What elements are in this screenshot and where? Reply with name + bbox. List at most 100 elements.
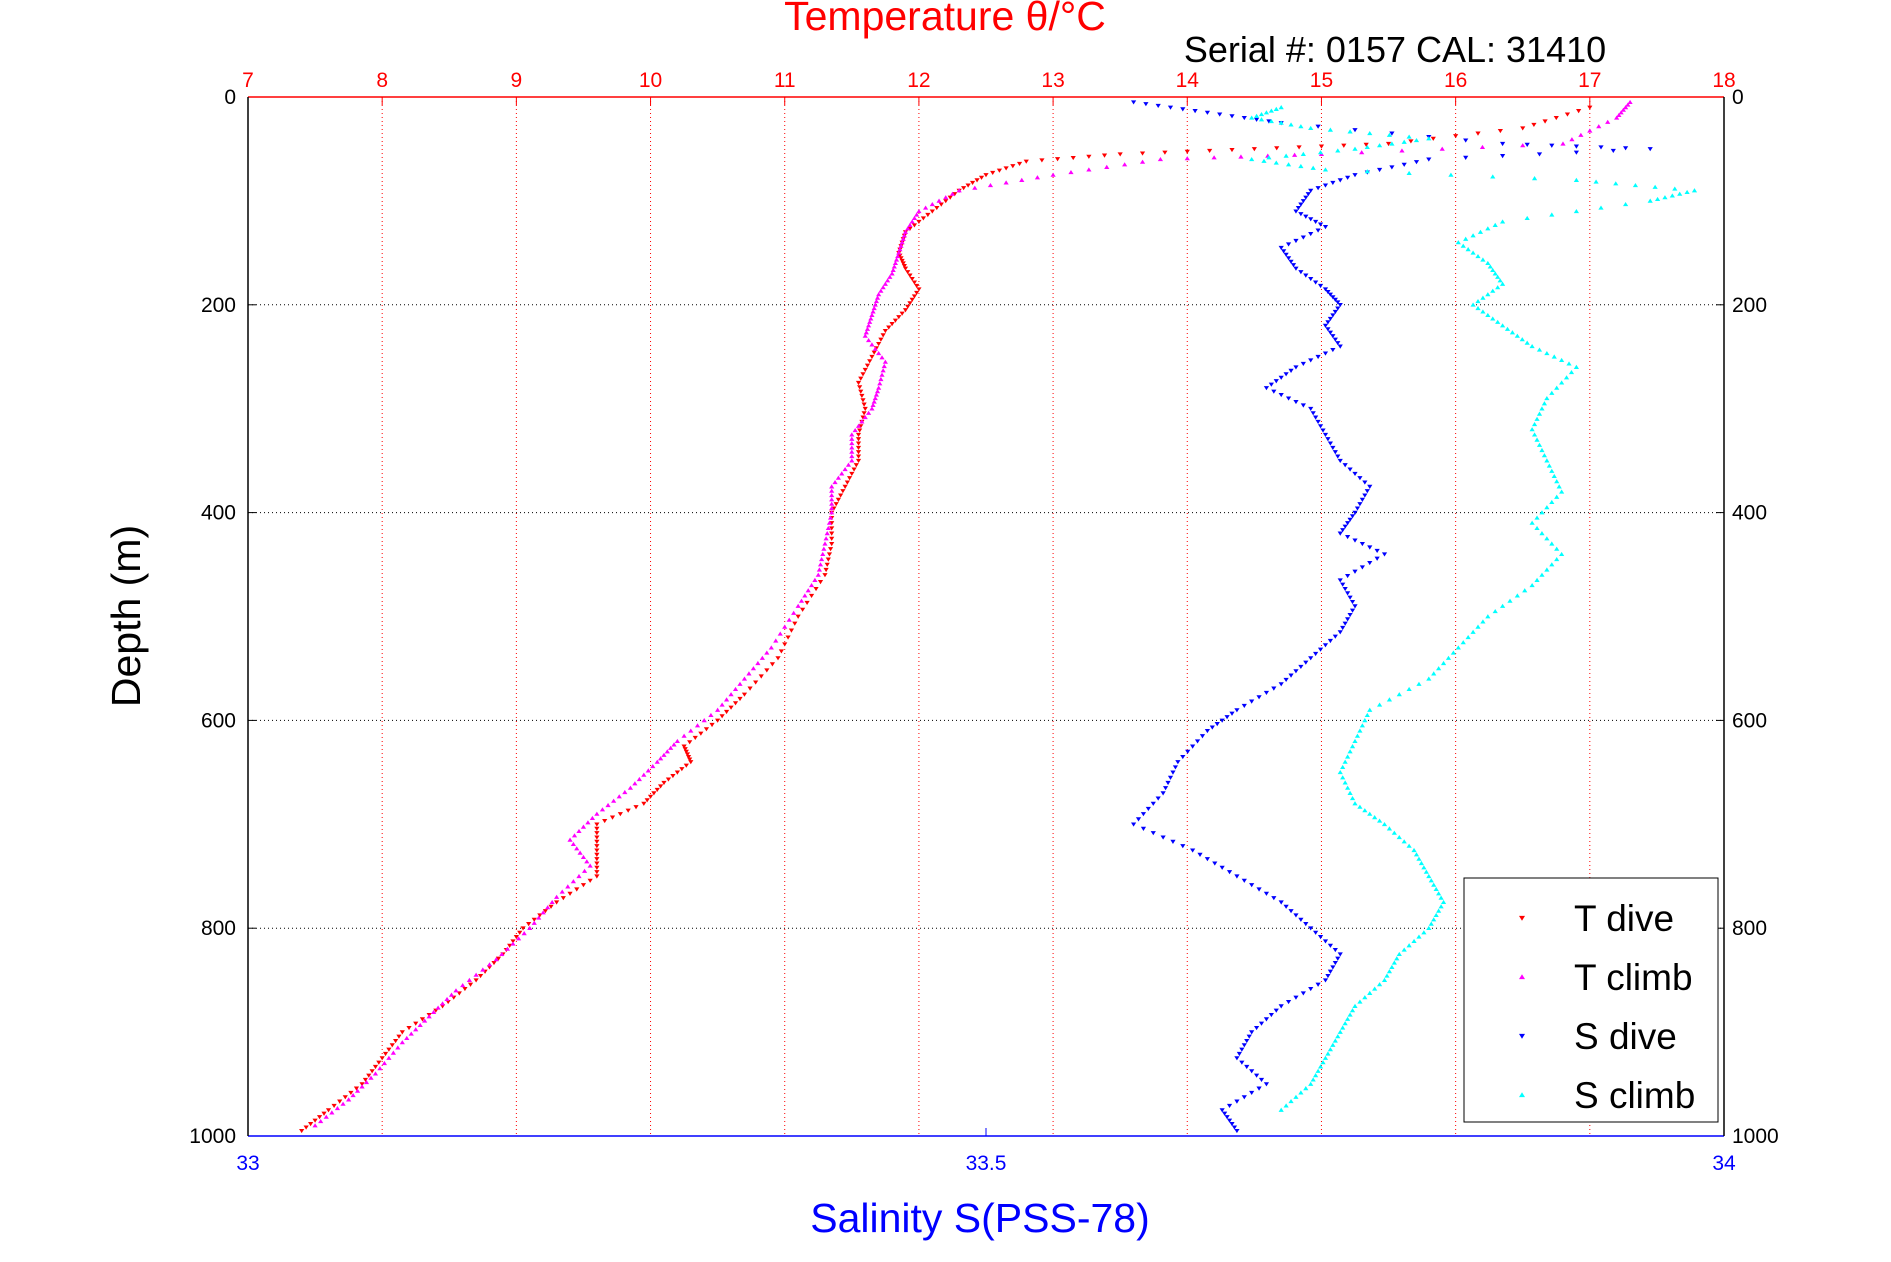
data-point — [1199, 734, 1206, 739]
data-point — [1293, 1094, 1299, 1099]
data-point — [1536, 347, 1543, 352]
data-point — [1367, 811, 1373, 816]
data-point — [1278, 1107, 1284, 1112]
data-point — [1293, 913, 1299, 918]
data-point — [1367, 990, 1373, 995]
data-point — [1396, 951, 1402, 956]
data-point — [1340, 764, 1346, 769]
data-point — [594, 870, 600, 875]
temperature-tick-label: 13 — [1041, 69, 1064, 92]
data-point — [377, 1066, 383, 1071]
data-point — [972, 185, 978, 190]
data-point — [925, 212, 931, 218]
data-point — [741, 676, 748, 681]
data-point — [570, 879, 576, 884]
data-point — [825, 525, 831, 531]
data-point — [567, 837, 573, 842]
data-point — [1317, 283, 1324, 289]
data-point — [878, 288, 884, 293]
data-point — [1285, 396, 1292, 401]
data-point — [1377, 167, 1383, 173]
data-point — [1485, 226, 1491, 231]
data-point — [1492, 608, 1498, 614]
data-point — [1266, 155, 1272, 160]
data-point — [842, 484, 848, 489]
data-point — [1520, 126, 1526, 131]
depth-tick-label-left: 400 — [201, 502, 236, 525]
data-point — [1322, 643, 1329, 648]
data-point — [1337, 344, 1343, 349]
data-point — [654, 759, 660, 764]
data-point — [798, 598, 805, 603]
data-point — [1308, 231, 1314, 237]
data-point — [1487, 264, 1493, 269]
data-point — [1278, 120, 1284, 125]
data-point — [1352, 146, 1358, 151]
data-point — [353, 1086, 360, 1091]
data-point — [1485, 312, 1491, 318]
data-point — [1194, 739, 1201, 744]
data-point — [521, 931, 527, 936]
data-point — [1345, 754, 1351, 759]
data-point — [902, 308, 909, 313]
legend-item: S climb — [1519, 1075, 1695, 1116]
data-point — [920, 216, 926, 221]
data-point — [1573, 208, 1579, 214]
data-point — [791, 610, 797, 615]
data-point — [1258, 111, 1265, 117]
data-point — [641, 772, 647, 777]
data-point — [880, 285, 886, 290]
data-point — [393, 1038, 399, 1044]
data-point — [1539, 531, 1545, 536]
data-point — [1364, 144, 1370, 150]
data-point — [909, 297, 915, 302]
data-point — [1439, 146, 1445, 151]
data-point — [929, 209, 935, 214]
data-point — [873, 392, 880, 397]
data-point — [1086, 154, 1092, 159]
data-point — [1308, 406, 1314, 412]
depth-tick-label-right: 400 — [1732, 502, 1767, 525]
data-point — [1327, 292, 1333, 297]
data-point — [1249, 1069, 1255, 1074]
data-point — [1470, 302, 1476, 307]
data-point — [823, 536, 829, 541]
data-point — [1332, 634, 1338, 639]
data-point — [1184, 149, 1190, 154]
data-point — [554, 894, 560, 899]
salinity-axis-title: Salinity S(PSS-78) — [810, 1195, 1150, 1241]
data-point — [674, 770, 680, 775]
data-point — [1180, 754, 1186, 760]
data-point — [708, 712, 714, 718]
data-point — [804, 600, 810, 605]
data-point — [1509, 330, 1516, 335]
data-point — [1519, 337, 1525, 342]
data-point — [895, 253, 901, 259]
data-point — [1359, 150, 1365, 155]
data-point — [1268, 118, 1274, 124]
data-point — [1534, 577, 1540, 582]
data-point — [1684, 189, 1690, 195]
data-point — [1559, 380, 1565, 385]
data-point — [1534, 416, 1540, 421]
data-point — [1322, 225, 1329, 230]
data-point — [1300, 991, 1306, 996]
data-point — [1529, 582, 1535, 588]
data-point — [874, 295, 881, 300]
data-point — [1367, 707, 1373, 712]
data-point — [1298, 202, 1304, 207]
data-point — [851, 467, 857, 472]
data-point — [1155, 103, 1161, 108]
data-point — [342, 1095, 348, 1100]
data-point — [1345, 175, 1351, 180]
data-point — [785, 635, 791, 640]
data-point — [1155, 796, 1161, 801]
data-point — [1549, 468, 1555, 473]
data-point — [1239, 1047, 1245, 1052]
data-point — [835, 497, 841, 502]
data-point — [1322, 432, 1329, 438]
data-point — [778, 649, 784, 654]
data-point — [1485, 292, 1491, 297]
data-point — [1170, 839, 1176, 844]
data-point — [1587, 105, 1593, 110]
